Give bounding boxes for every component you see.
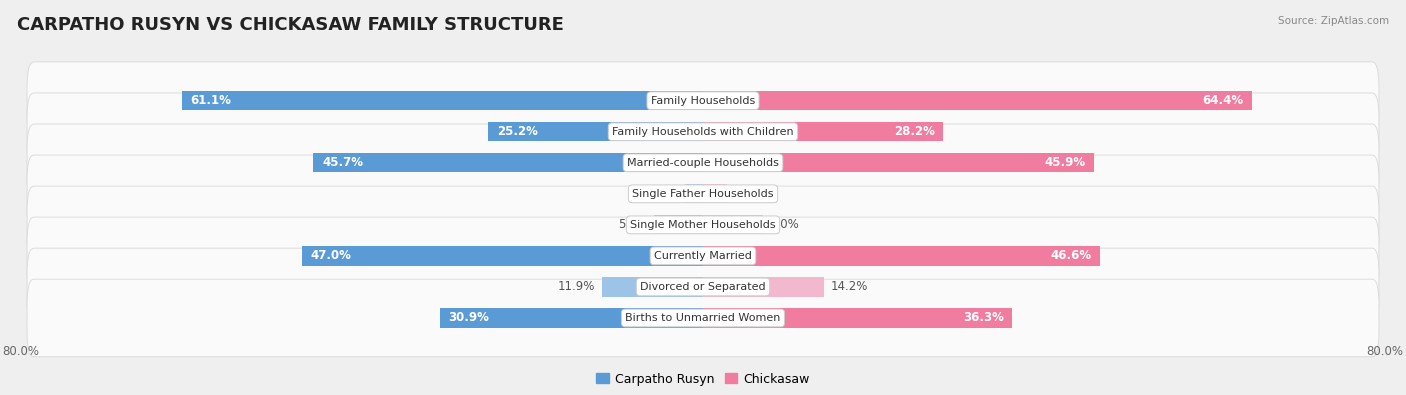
Text: Source: ZipAtlas.com: Source: ZipAtlas.com [1278, 16, 1389, 26]
Text: 46.6%: 46.6% [1050, 249, 1091, 262]
FancyBboxPatch shape [27, 217, 1379, 295]
Bar [703, 122, 943, 141]
Bar [703, 246, 1101, 265]
FancyBboxPatch shape [27, 124, 1379, 201]
Text: CARPATHO RUSYN VS CHICKASAW FAMILY STRUCTURE: CARPATHO RUSYN VS CHICKASAW FAMILY STRUC… [17, 16, 564, 34]
Bar [302, 246, 703, 265]
FancyBboxPatch shape [27, 155, 1379, 233]
Text: 30.9%: 30.9% [449, 312, 489, 324]
Text: 11.9%: 11.9% [557, 280, 595, 293]
FancyBboxPatch shape [27, 186, 1379, 264]
Text: 2.8%: 2.8% [734, 187, 763, 200]
Bar [183, 91, 703, 110]
Text: Family Households with Children: Family Households with Children [612, 127, 794, 137]
Text: 64.4%: 64.4% [1202, 94, 1243, 107]
Text: 45.7%: 45.7% [322, 156, 363, 169]
Text: 7.0%: 7.0% [769, 218, 799, 231]
Bar [703, 308, 1012, 327]
Bar [703, 277, 824, 297]
Text: 47.0%: 47.0% [311, 249, 352, 262]
FancyBboxPatch shape [27, 248, 1379, 326]
Text: Currently Married: Currently Married [654, 251, 752, 261]
FancyBboxPatch shape [27, 279, 1379, 357]
Bar [703, 91, 1251, 110]
Text: 28.2%: 28.2% [894, 125, 935, 138]
Text: 61.1%: 61.1% [191, 94, 232, 107]
Text: 45.9%: 45.9% [1045, 156, 1085, 169]
Bar [703, 153, 1094, 172]
Bar [488, 122, 703, 141]
Legend: Carpatho Rusyn, Chickasaw: Carpatho Rusyn, Chickasaw [592, 368, 814, 391]
Bar [440, 308, 703, 327]
Bar [685, 184, 703, 203]
Text: 14.2%: 14.2% [831, 280, 869, 293]
Text: Single Father Households: Single Father Households [633, 189, 773, 199]
Text: Divorced or Separated: Divorced or Separated [640, 282, 766, 292]
Text: Births to Unmarried Women: Births to Unmarried Women [626, 313, 780, 323]
Text: 2.1%: 2.1% [648, 187, 678, 200]
Bar [703, 184, 727, 203]
Text: 36.3%: 36.3% [963, 312, 1004, 324]
Bar [703, 215, 762, 235]
Text: Family Households: Family Households [651, 96, 755, 106]
Text: Married-couple Households: Married-couple Households [627, 158, 779, 168]
FancyBboxPatch shape [27, 93, 1379, 171]
Text: Single Mother Households: Single Mother Households [630, 220, 776, 230]
Bar [602, 277, 703, 297]
Bar [314, 153, 703, 172]
Text: 5.7%: 5.7% [617, 218, 648, 231]
Bar [654, 215, 703, 235]
FancyBboxPatch shape [27, 62, 1379, 139]
Text: 25.2%: 25.2% [496, 125, 537, 138]
